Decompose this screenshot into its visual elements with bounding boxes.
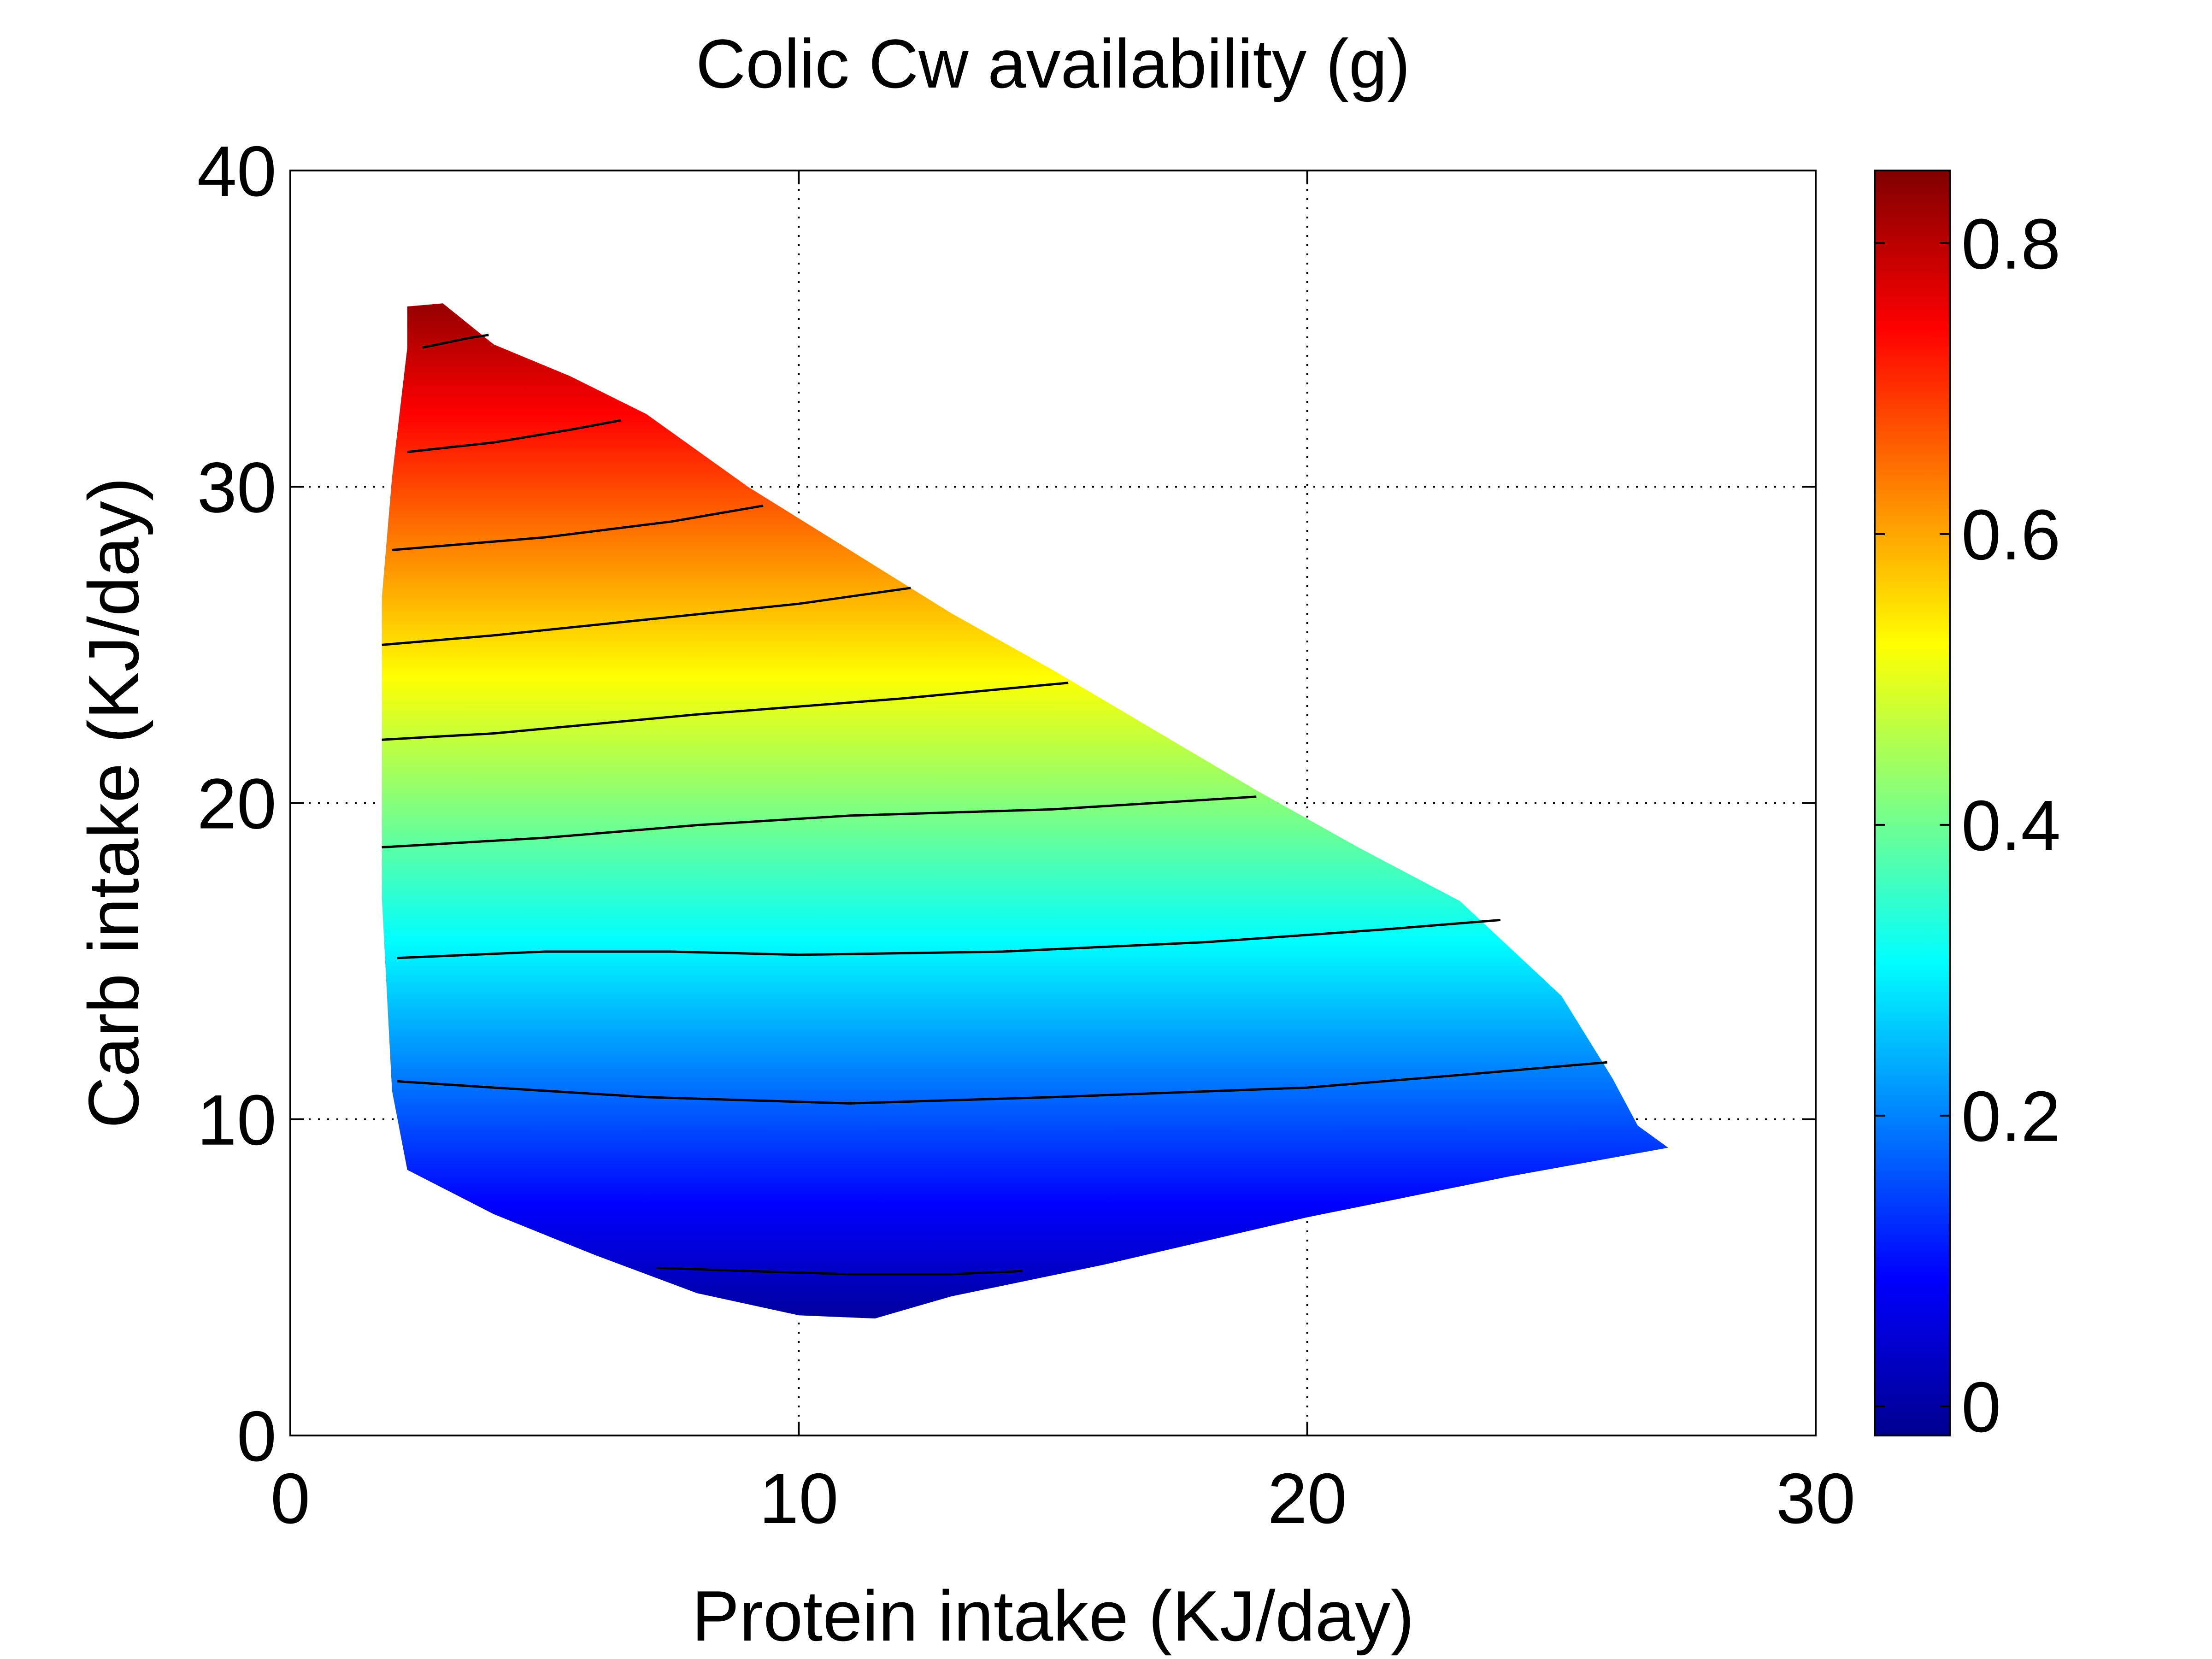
x-axis-ticks: 0 10 20 30 bbox=[271, 171, 1855, 1538]
y-tick-label: 30 bbox=[197, 447, 276, 527]
contour-line bbox=[422, 334, 489, 349]
y-tick-label: 40 bbox=[197, 131, 276, 211]
colorbar-fill bbox=[1875, 171, 1950, 1435]
contour-line bbox=[397, 1061, 1607, 1105]
chart-title: Colic Cw availability (g) bbox=[696, 25, 1410, 102]
contour-line bbox=[397, 918, 1501, 959]
x-axis-label: Protein intake (KJ/day) bbox=[692, 1576, 1414, 1656]
contour-line bbox=[382, 795, 1257, 849]
contour-line bbox=[382, 587, 911, 646]
colorbar-tick-label: 0.6 bbox=[1961, 495, 2060, 575]
colorbar-tick-label: 0.2 bbox=[1961, 1077, 2060, 1156]
contour-line bbox=[656, 1266, 1023, 1276]
colorbar-ticks: 0 0.2 0.4 0.6 0.8 bbox=[1875, 204, 2060, 1447]
colorbar: 0 0.2 0.4 0.6 0.8 bbox=[1874, 170, 2060, 1447]
colorbar-tick-label: 0 bbox=[1961, 1367, 2001, 1447]
contour-line bbox=[407, 419, 621, 453]
x-tick-label: 30 bbox=[1776, 1459, 1855, 1538]
contour-lines bbox=[382, 334, 1607, 1276]
y-tick-label: 10 bbox=[197, 1080, 276, 1160]
plot-area: 0 10 20 30 0 10 20 30 40 bbox=[197, 131, 1856, 1538]
y-tick-label: 0 bbox=[237, 1396, 276, 1476]
y-axis-label: Carb intake (KJ/day) bbox=[74, 477, 153, 1129]
contour-line bbox=[392, 504, 764, 551]
y-axis-ticks: 0 10 20 30 40 bbox=[197, 131, 1816, 1476]
colorbar-tick-label: 0.4 bbox=[1961, 786, 2060, 865]
colorbar-frame bbox=[1874, 170, 1951, 1436]
y-tick-label: 20 bbox=[197, 764, 276, 844]
x-tick-label: 10 bbox=[759, 1459, 838, 1538]
x-tick-label: 20 bbox=[1267, 1459, 1347, 1538]
contour-line bbox=[382, 682, 1069, 741]
colorbar-tick-label: 0.8 bbox=[1961, 204, 2060, 284]
x-tick-label: 0 bbox=[271, 1459, 310, 1538]
